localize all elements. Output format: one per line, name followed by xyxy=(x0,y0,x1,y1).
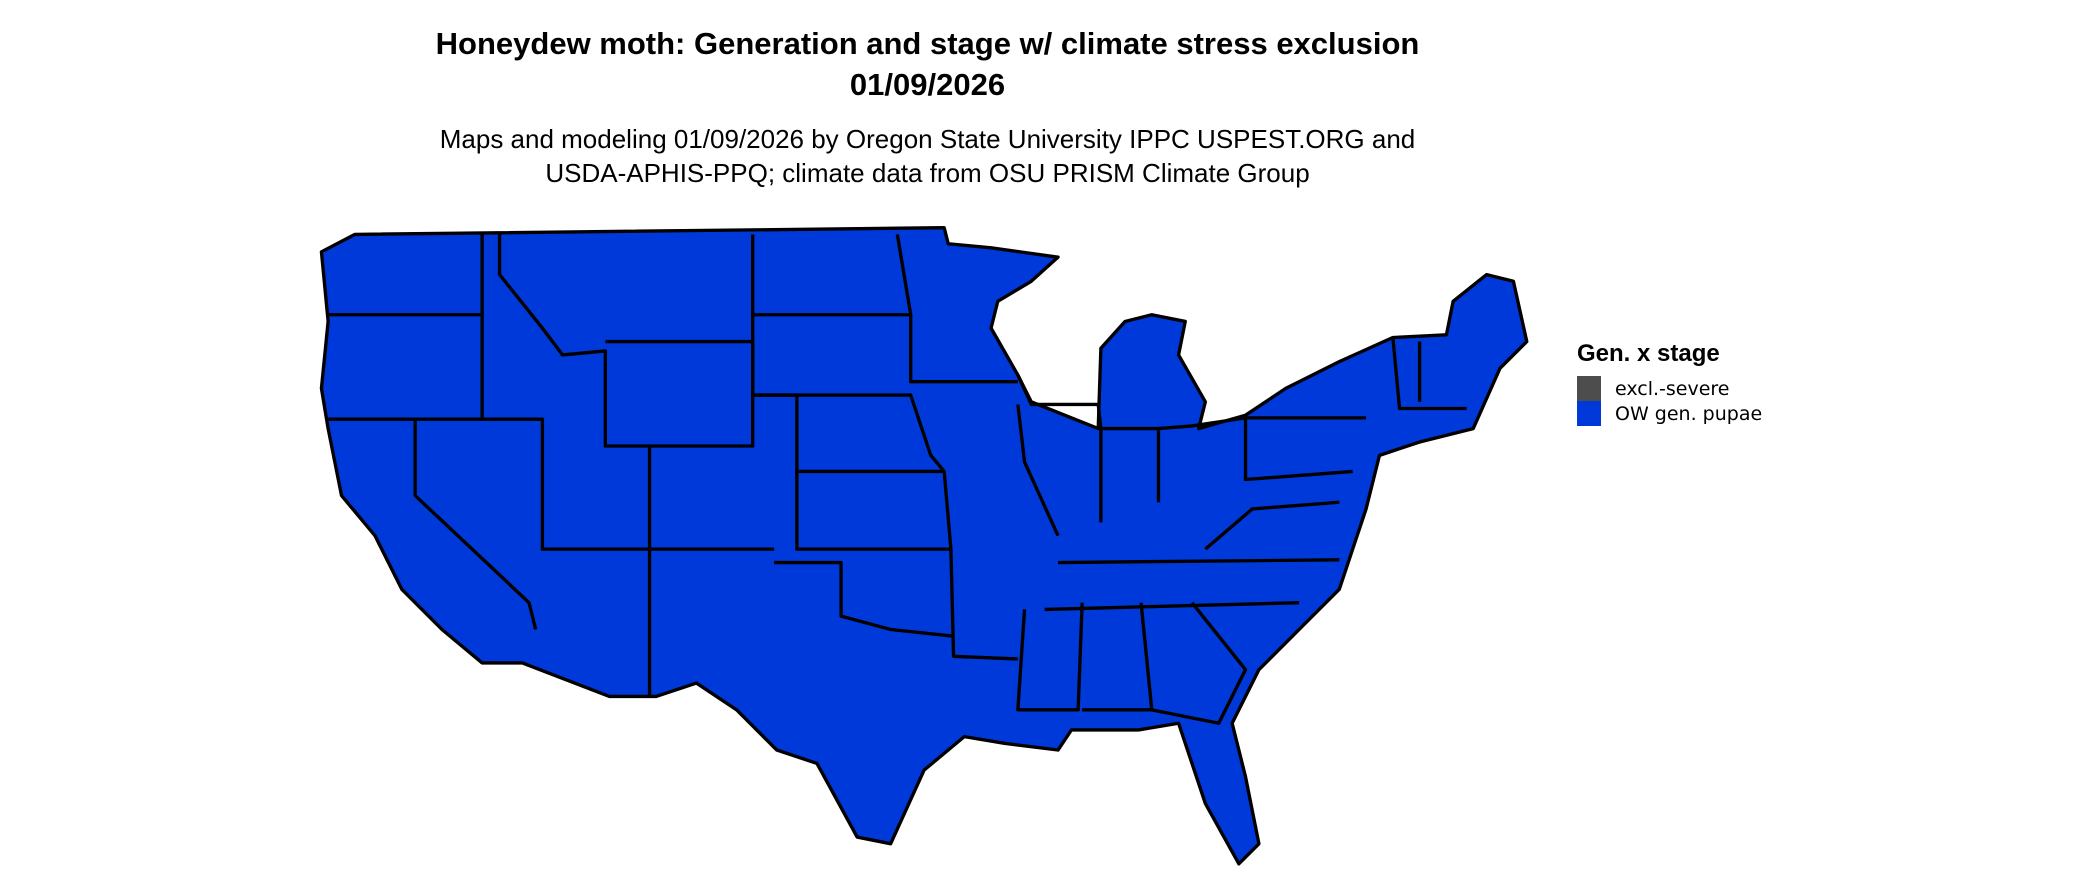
legend-item-excl-severe: excl.-severe xyxy=(1577,376,1762,401)
state-borders xyxy=(328,234,1467,725)
legend-label: excl.-severe xyxy=(1615,377,1730,400)
legend-title: Gen. x stage xyxy=(1577,340,1720,367)
map-subtitle: Maps and modeling 01/09/2026 by Oregon S… xyxy=(439,124,1416,154)
legend-swatch xyxy=(1577,376,1601,401)
legend-item-ow-gen-pupae: OW gen. pupae xyxy=(1577,401,1762,426)
map-title-date: 01/09/2026 xyxy=(849,67,1006,102)
map-subtitle-line2: USDA-APHIS-PPQ; climate data from OSU PR… xyxy=(545,158,1310,188)
legend: Gen. x stage excl.-severe OW gen. pupae xyxy=(1577,340,1762,426)
legend-swatch xyxy=(1577,401,1601,426)
map-title: Honeydew moth: Generation and stage w/ c… xyxy=(435,26,1420,61)
us-outline xyxy=(319,226,1529,866)
legend-label: OW gen. pupae xyxy=(1615,402,1763,425)
